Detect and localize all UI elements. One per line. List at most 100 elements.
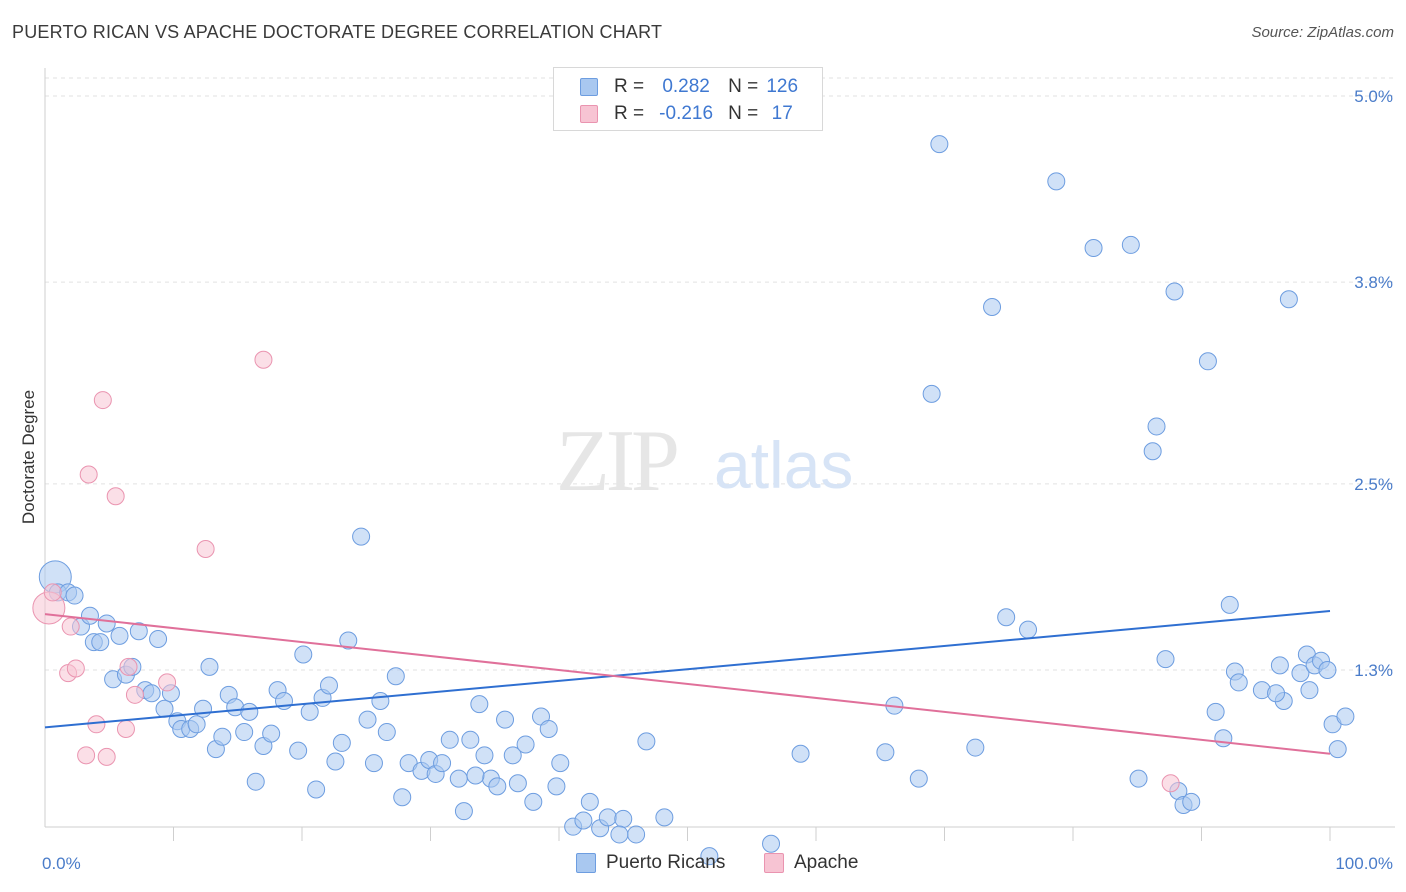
puerto-ricans-point: [262, 724, 281, 743]
puerto-ricans-point: [294, 645, 313, 664]
n-label: N =: [728, 103, 759, 124]
puerto-ricans-point: [142, 684, 161, 703]
puerto-ricans-point: [966, 738, 985, 757]
puerto-ricans-point: [539, 719, 558, 738]
apache-point: [77, 746, 96, 765]
puerto-ricans-point: [516, 735, 535, 754]
watermark-atlas: atlas: [714, 428, 853, 502]
puerto-ricans-point: [1220, 595, 1239, 614]
puerto-ricans-point: [983, 297, 1002, 316]
r-value: 0.282: [662, 76, 710, 97]
apache-trend-line: [44, 613, 1331, 755]
puerto-ricans-point: [1147, 417, 1166, 436]
puerto-ricans-point: [377, 723, 396, 742]
apache-point: [43, 583, 62, 602]
puerto-ricans-point: [466, 766, 485, 785]
puerto-ricans-swatch: [580, 78, 598, 96]
apache-point: [119, 657, 138, 676]
puerto-ricans-point: [246, 772, 265, 791]
apache-point: [97, 747, 116, 766]
puerto-ricans-point: [876, 743, 895, 762]
puerto-ricans-point: [364, 754, 383, 773]
puerto-ricans-point: [637, 732, 656, 751]
puerto-ricans-point: [1198, 352, 1217, 371]
puerto-ricans-point: [440, 730, 459, 749]
puerto-ricans-point: [1318, 661, 1337, 679]
axes: [44, 68, 1395, 841]
puerto-ricans-point: [1291, 664, 1310, 683]
puerto-ricans-point: [1279, 290, 1298, 309]
puerto-ricans-point: [997, 608, 1016, 627]
puerto-ricans-point: [1328, 740, 1347, 759]
apache-point: [106, 487, 125, 506]
puerto-ricans-point: [240, 702, 259, 721]
puerto-ricans-point: [461, 730, 480, 749]
puerto-ricans-legend-swatch: [576, 853, 596, 873]
y-axis-label: Doctorate Degree: [19, 390, 38, 524]
apache-point: [125, 685, 144, 704]
puerto-ricans-point: [496, 710, 515, 729]
apache-point: [1161, 774, 1180, 793]
puerto-ricans-point: [300, 702, 319, 721]
puerto-ricans-point: [791, 744, 810, 763]
puerto-ricans-point: [80, 606, 99, 625]
puerto-ricans-point: [475, 746, 494, 765]
puerto-ricans-point: [289, 741, 308, 760]
chart-title: PUERTO RICAN VS APACHE DOCTORATE DEGREE …: [12, 22, 663, 42]
n-label: N =: [728, 76, 759, 97]
puerto-ricans-point: [1270, 656, 1289, 675]
puerto-ricans-point: [1129, 769, 1148, 788]
y-tick-label: 3.8%: [1354, 273, 1393, 292]
puerto-ricans-point: [922, 384, 941, 403]
x-tick-label: 0.0%: [42, 854, 81, 873]
puerto-ricans-point: [508, 774, 527, 793]
r-label: R =: [614, 76, 645, 97]
puerto-ricans-point: [91, 633, 110, 652]
n-value: 126: [766, 76, 799, 97]
apache-legend-swatch: [764, 853, 784, 873]
apache-point: [66, 659, 85, 678]
puerto-ricans-point: [580, 792, 599, 811]
puerto-ricans-point: [393, 788, 412, 807]
apache-point: [93, 391, 112, 410]
puerto-ricans-point: [129, 622, 148, 641]
tick-labels: 1.3% 2.5% 3.8% 5.0% 0.0% 100.0%: [42, 87, 1393, 873]
puerto-ricans-point: [319, 676, 338, 695]
puerto-ricans-point: [386, 667, 405, 686]
apache-legend-label: Apache: [794, 852, 859, 873]
puerto-ricans-point: [97, 614, 116, 633]
source-label: Source: ZipAtlas.com: [1251, 24, 1394, 41]
puerto-ricans-point: [574, 811, 593, 830]
puerto-ricans-point: [194, 699, 213, 718]
r-value: -0.216: [659, 103, 714, 124]
puerto-ricans-point: [614, 809, 633, 828]
apache-swatch: [580, 105, 598, 123]
puerto-ricans-point: [655, 808, 674, 827]
puerto-ricans-point: [1084, 239, 1103, 258]
puerto-ricans-point: [326, 752, 345, 771]
y-tick-label: 5.0%: [1354, 87, 1393, 106]
watermark-zip: ZIP: [556, 413, 677, 510]
puerto-ricans-point: [762, 834, 781, 853]
puerto-ricans-point: [700, 847, 719, 866]
apache-point: [61, 617, 80, 636]
puerto-ricans-point: [1121, 235, 1140, 254]
puerto-ricans-point: [200, 657, 219, 676]
puerto-ricans-point: [1267, 684, 1286, 703]
gridlines: [45, 77, 1395, 671]
puerto-ricans-point: [1214, 729, 1233, 748]
puerto-ricans-point: [1156, 650, 1175, 669]
data-points: [32, 135, 1355, 866]
puerto-ricans-point: [213, 727, 232, 746]
puerto-ricans-point: [433, 754, 452, 773]
puerto-ricans-point: [235, 723, 254, 742]
trend-lines: [44, 610, 1331, 755]
puerto-ricans-point: [1229, 673, 1248, 692]
puerto-ricans-point: [598, 808, 617, 827]
puerto-ricans-point: [610, 825, 629, 844]
puerto-ricans-point: [524, 792, 543, 811]
apache-point: [116, 719, 135, 738]
legend-row-apache: R = -0.216 N = 17: [554, 100, 806, 128]
puerto-ricans-trend-line: [44, 610, 1331, 729]
